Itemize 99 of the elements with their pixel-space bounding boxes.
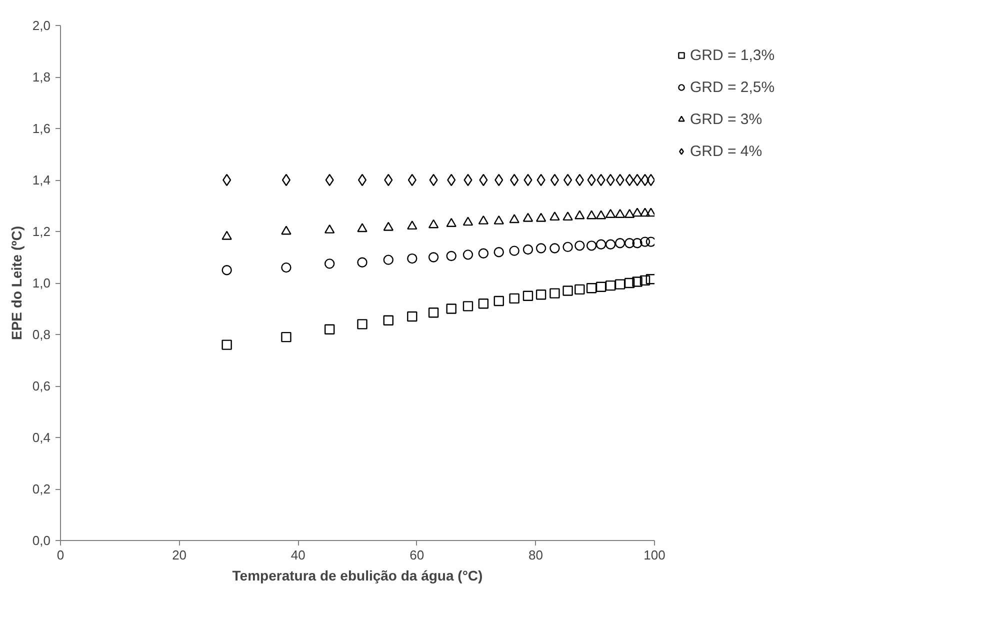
point bbox=[574, 240, 585, 251]
point bbox=[407, 220, 418, 230]
point bbox=[407, 311, 418, 322]
point bbox=[357, 319, 368, 330]
y-tick-label: 0,8 bbox=[32, 327, 51, 342]
legend-label: GRD = 3% bbox=[690, 110, 762, 128]
point bbox=[407, 253, 418, 264]
point bbox=[640, 236, 650, 247]
point bbox=[614, 238, 626, 248]
point bbox=[357, 257, 368, 268]
point bbox=[614, 279, 626, 290]
point bbox=[624, 278, 635, 288]
point bbox=[586, 240, 597, 251]
point bbox=[550, 288, 560, 298]
point bbox=[596, 210, 606, 220]
point bbox=[446, 304, 456, 314]
y-tick-label: 0,4 bbox=[32, 430, 51, 445]
point bbox=[550, 243, 560, 254]
point bbox=[632, 276, 642, 287]
point bbox=[562, 242, 573, 252]
point bbox=[605, 208, 616, 218]
x-tick-label: 20 bbox=[172, 548, 187, 562]
point bbox=[281, 332, 292, 342]
y-tick-label: 1,4 bbox=[32, 172, 51, 188]
y-tick-label: 0,6 bbox=[32, 378, 51, 394]
point bbox=[222, 265, 232, 276]
y-tick-label: 0,2 bbox=[32, 482, 51, 496]
point bbox=[478, 215, 489, 224]
point bbox=[358, 174, 367, 186]
y-tick-label: 0,0 bbox=[32, 533, 51, 548]
point bbox=[509, 214, 520, 224]
point bbox=[522, 244, 534, 255]
point bbox=[624, 208, 635, 218]
point bbox=[522, 212, 534, 222]
point bbox=[605, 280, 616, 291]
point bbox=[624, 238, 635, 248]
point bbox=[562, 286, 573, 296]
x-tick-label: 40 bbox=[290, 548, 306, 562]
x-axis-title: Temperatura de ebulição da água (°C) bbox=[232, 568, 483, 584]
point bbox=[428, 252, 439, 262]
y-tick-label: 2,0 bbox=[32, 18, 51, 33]
point bbox=[646, 274, 654, 284]
point bbox=[462, 301, 474, 312]
point bbox=[324, 224, 335, 234]
point bbox=[478, 248, 489, 258]
point bbox=[494, 296, 504, 306]
point bbox=[614, 208, 626, 218]
y-axis-title: EPE do Leite (ºC) bbox=[8, 226, 24, 340]
point bbox=[324, 324, 335, 334]
y-tick-label: 1,8 bbox=[32, 70, 51, 84]
point bbox=[383, 315, 394, 326]
legend-label: GRD = 2,5% bbox=[690, 78, 775, 96]
legend-label: GRD = 4% bbox=[690, 142, 762, 160]
point bbox=[446, 250, 456, 262]
x-tick-label: 100 bbox=[644, 548, 666, 562]
point bbox=[562, 212, 573, 221]
point bbox=[222, 340, 232, 350]
x-tick-label: 80 bbox=[528, 548, 543, 562]
point bbox=[446, 218, 456, 227]
point bbox=[646, 208, 654, 217]
point bbox=[509, 293, 520, 304]
y-tick-label: 1,6 bbox=[32, 121, 51, 136]
point bbox=[462, 216, 474, 226]
y-tick-label: 1,2 bbox=[32, 224, 51, 239]
point bbox=[536, 212, 546, 222]
point bbox=[586, 210, 597, 220]
point bbox=[428, 308, 439, 318]
point bbox=[428, 219, 439, 228]
point bbox=[494, 215, 504, 224]
point bbox=[605, 239, 616, 250]
point bbox=[357, 223, 368, 232]
point bbox=[281, 262, 292, 273]
point bbox=[574, 210, 585, 220]
point bbox=[596, 282, 606, 292]
point bbox=[522, 290, 534, 301]
point bbox=[640, 208, 650, 217]
point bbox=[536, 243, 546, 254]
point bbox=[509, 246, 520, 256]
point bbox=[596, 239, 606, 250]
point bbox=[646, 236, 654, 247]
legend-label: GRD = 1,3% bbox=[690, 46, 775, 64]
x-tick-label: 60 bbox=[410, 548, 424, 562]
point bbox=[574, 284, 585, 295]
point bbox=[478, 298, 489, 309]
point bbox=[640, 275, 650, 286]
x-tick-label: 0 bbox=[56, 548, 64, 562]
point bbox=[494, 247, 504, 258]
point bbox=[324, 258, 335, 269]
point bbox=[586, 283, 597, 294]
point bbox=[383, 222, 394, 231]
point bbox=[462, 250, 474, 260]
point bbox=[222, 230, 232, 240]
point bbox=[550, 212, 560, 221]
point bbox=[536, 289, 546, 300]
y-tick-label: 1,0 bbox=[32, 276, 51, 290]
point bbox=[632, 208, 642, 217]
point bbox=[281, 226, 292, 235]
point bbox=[632, 238, 642, 248]
point bbox=[383, 254, 394, 265]
